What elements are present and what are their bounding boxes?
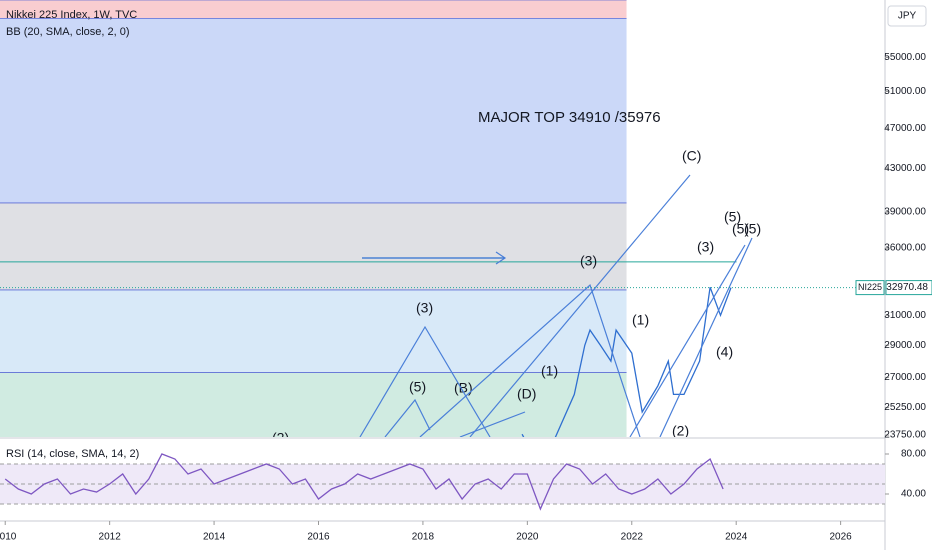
x-tick-label: 2012 [99,532,122,543]
wave-label: (2) [672,423,689,439]
last-price-tag [885,280,932,296]
wave-label: (3) [697,239,714,255]
price-zone [0,202,627,290]
wave-label: (4) [716,344,733,360]
y-tick-label: 31000.00 [884,310,926,321]
wave-label: (2) [272,430,289,446]
wave-drawings [359,174,753,437]
wave-label: (5) [732,221,749,237]
x-tick-label: 2010 [0,532,17,543]
wave-label: (C) [682,148,701,164]
indicator-legend: BB (20, SMA, close, 2, 0) [6,26,130,38]
rsi-title: RSI (14, close, SMA, 14, 2) [6,448,139,460]
wave-label: (B) [454,380,473,396]
y-tick-label: 36000.00 [884,243,926,254]
y-tick-label: 29000.00 [884,340,926,351]
price-zone [0,289,627,373]
wave-label: (D) [517,386,536,402]
x-tick-label: 2020 [516,532,539,543]
symbol-tag [855,280,885,296]
wave-label: (5) [744,221,761,237]
price-line [4,453,724,511]
x-tick-label: 2014 [203,532,226,543]
y-tick-label: 27000.00 [884,372,926,383]
y-tick-label: 51000.00 [884,86,926,97]
wave-label: (5) [724,209,741,225]
rsi-y-tick-label: 80.00 [901,449,926,460]
y-tick-label: 23750.00 [884,430,926,441]
price-line [521,286,732,437]
price-zone [0,372,627,437]
x-tick-label: 2026 [829,532,852,543]
y-tick-label: 25250.00 [884,402,926,413]
price-zone [0,18,627,203]
chart-title: Nikkei 225 Index, 1W, TVC [6,9,137,21]
rsi-pane [0,453,885,511]
y-tick-label: 47000.00 [884,123,926,134]
wave-label: (3) [416,300,433,316]
x-tick-label: 2022 [621,532,644,543]
wave-label: (1) [541,363,558,379]
x-tick-label: 2018 [412,532,435,543]
last-price-label: 32970.48 [886,282,928,293]
currency-button[interactable] [887,5,927,27]
wave-label: (1) [632,312,649,328]
rsi-y-tick-label: 40.00 [901,489,926,500]
wave-label: MAJOR TOP 34910 /35976 [478,109,661,126]
wave-label: (5) [409,379,426,395]
y-tick-label: 39000.00 [884,207,926,218]
price-zone [0,0,627,19]
x-tick-label: 2016 [307,532,330,543]
symbol-label: NI225 [858,282,882,292]
wave-label: (3) [580,253,597,269]
y-tick-label: 55000.00 [884,52,926,63]
x-tick-label: 2024 [725,532,748,543]
currency[interactable]: JPY [898,11,917,22]
y-tick-label: 43000.00 [884,163,926,174]
main-pane: MAJOR TOP 34910 /35976(C)(5)(5)(5)(3)(3)… [0,0,761,446]
